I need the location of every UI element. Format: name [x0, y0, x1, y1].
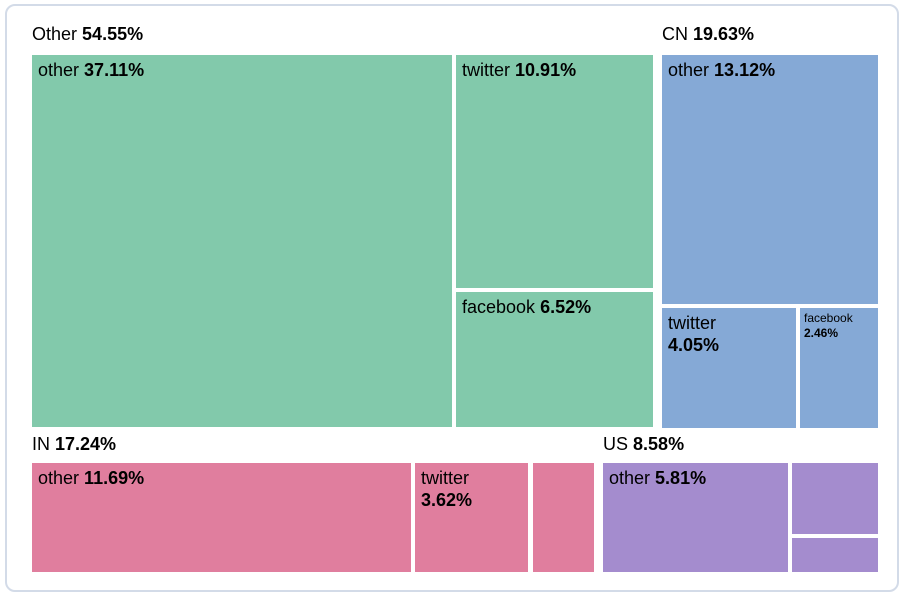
treemap-cell-cn-facebook[interactable]: facebook 2.46% — [800, 308, 878, 428]
group-label-cn: CN 19.63% — [662, 24, 754, 45]
cell-label: facebook — [462, 297, 536, 317]
cell-value: 37.11% — [84, 60, 145, 80]
cell-label: other — [609, 468, 651, 488]
treemap-cell-other-twitter[interactable]: twitter 10.91% — [456, 55, 653, 288]
cell-value: 6.52% — [540, 297, 592, 317]
group-label-name: IN — [32, 434, 50, 454]
cell-value: 10.91% — [515, 60, 577, 80]
cell-label: other — [38, 60, 80, 80]
treemap-cell-us-unlabeled-bottom[interactable] — [792, 538, 878, 572]
cell-label: twitter — [462, 60, 511, 80]
cell-value: 4.05% — [668, 335, 720, 355]
treemap-cell-other-facebook[interactable]: facebook 6.52% — [456, 292, 653, 427]
treemap-cell-us-other[interactable]: other 5.81% — [603, 463, 788, 572]
cell-value: 2.46% — [804, 326, 839, 340]
group-label-name: Other — [32, 24, 78, 44]
cell-value: 5.81% — [655, 468, 707, 488]
cell-label: twitter — [421, 468, 470, 488]
group-label-value: 8.58% — [633, 434, 685, 454]
treemap-cell-in-twitter[interactable]: twitter 3.62% — [415, 463, 528, 572]
cell-label: other — [668, 60, 710, 80]
group-label-value: 54.55% — [82, 24, 144, 44]
cell-value: 11.69% — [84, 468, 145, 488]
group-label-other: Other 54.55% — [32, 24, 143, 45]
group-label-value: 19.63% — [693, 24, 755, 44]
cell-value: 3.62% — [421, 490, 473, 510]
treemap-cell-other-other[interactable]: other 37.11% — [32, 55, 452, 427]
group-label-us: US 8.58% — [603, 434, 684, 455]
treemap-card: Other 54.55% CN 19.63% IN 17.24% US 8.58… — [5, 4, 899, 592]
cell-label: other — [38, 468, 80, 488]
cell-label: twitter — [668, 313, 717, 333]
cell-label: facebook — [804, 311, 853, 325]
treemap-cell-in-unlabeled[interactable] — [533, 463, 594, 572]
group-label-name: US — [603, 434, 629, 454]
treemap-cell-us-unlabeled-top[interactable] — [792, 463, 878, 534]
treemap-cell-in-other[interactable]: other 11.69% — [32, 463, 411, 572]
group-label-name: CN — [662, 24, 688, 44]
group-label-value: 17.24% — [55, 434, 117, 454]
group-label-in: IN 17.24% — [32, 434, 116, 455]
treemap-cell-cn-twitter[interactable]: twitter 4.05% — [662, 308, 796, 428]
treemap-cell-cn-other[interactable]: other 13.12% — [662, 55, 878, 304]
cell-value: 13.12% — [714, 60, 776, 80]
treemap-chart: Other 54.55% CN 19.63% IN 17.24% US 8.58… — [7, 6, 897, 590]
